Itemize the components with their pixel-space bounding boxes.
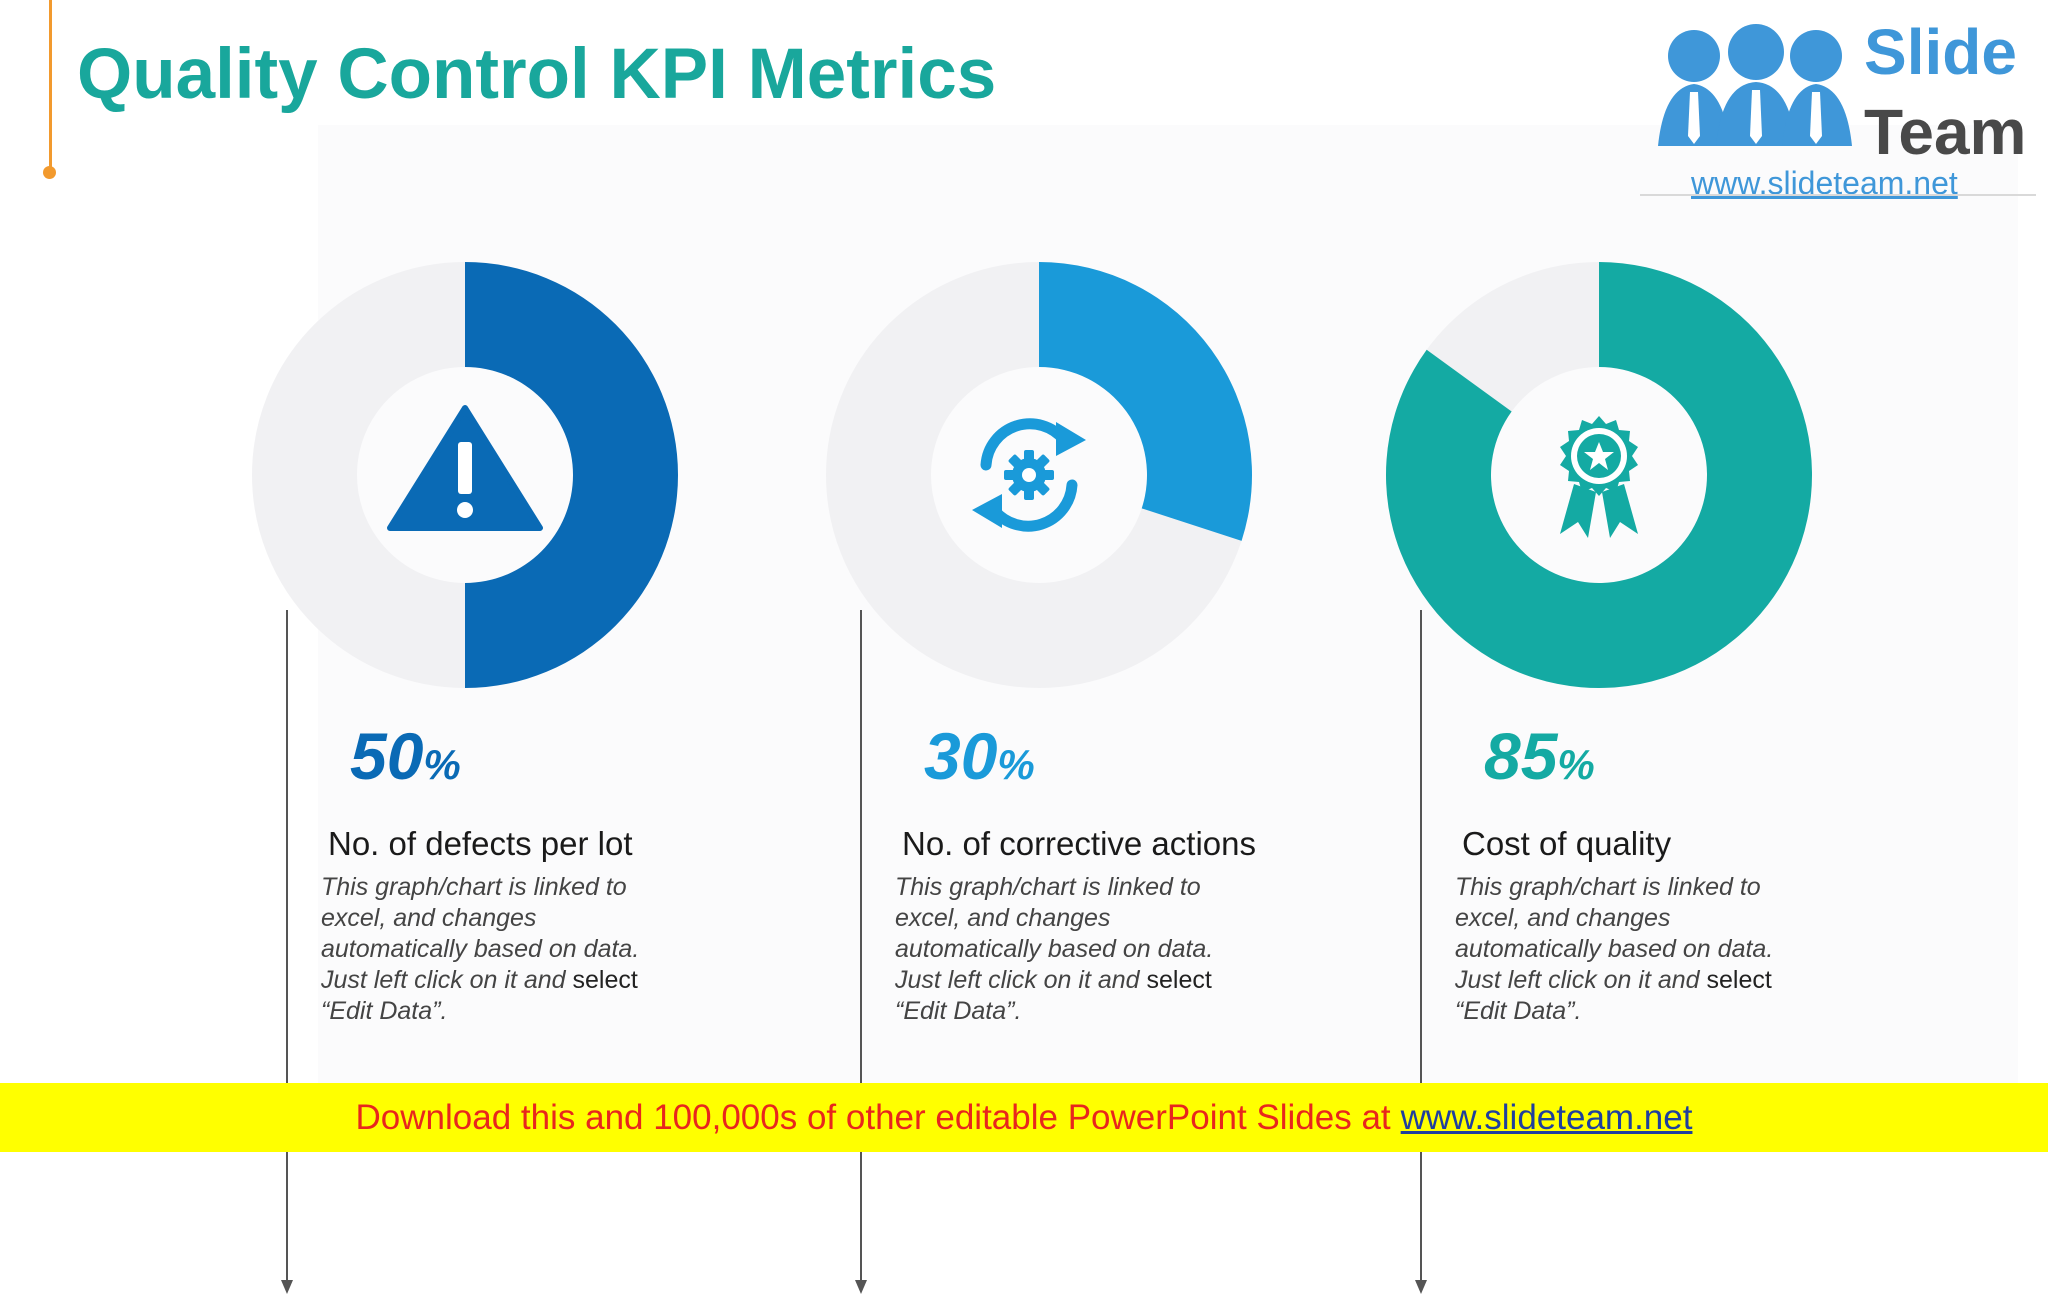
logo-url-link[interactable]: www.slideteam.net [1691, 165, 1958, 201]
kpi-value: 85% [1484, 723, 1595, 789]
refresh-gear-icon [972, 418, 1086, 532]
arrow-line [286, 610, 288, 1280]
arrow-down-icon [281, 1280, 293, 1294]
kpi-description-plain: select [565, 966, 638, 994]
banner-link[interactable]: www.slideteam.net [1400, 1097, 1693, 1137]
donut-chart[interactable] [1384, 260, 1814, 690]
kpi-label: No. of defects per lot [328, 825, 633, 862]
donut-chart[interactable] [824, 260, 1254, 690]
kpi-value-unit: % [997, 741, 1035, 788]
donut-value-slice[interactable] [1039, 262, 1252, 541]
kpi-value-number: 85 [1484, 719, 1558, 793]
warning-icon [387, 405, 543, 531]
kpi-description-end: “Edit Data”. [1455, 997, 1582, 1025]
arrow-line [860, 610, 862, 1280]
banner-text: Download this and 100,000s of other edit… [355, 1097, 1391, 1137]
kpi-value: 30% [924, 723, 1035, 789]
arrow-down-icon [1415, 1280, 1427, 1294]
kpi-description-plain: select [1139, 966, 1212, 994]
people-logo-icon [1658, 24, 1852, 146]
arrow-line [1420, 610, 1422, 1280]
kpi-description-plain: select [1699, 966, 1772, 994]
donut-chart[interactable] [250, 260, 680, 690]
kpi-card-corrective-actions: 30% No. of corrective actions This graph… [824, 260, 1344, 1294]
logo-word-team: Team [1864, 96, 2027, 168]
kpi-value-number: 50 [350, 719, 424, 793]
kpi-label: No. of corrective actions [902, 825, 1256, 862]
kpi-description: This graph/chart is linked to excel, and… [1455, 872, 1815, 1027]
arrow-down-icon [855, 1280, 867, 1294]
title-accent-line [49, 0, 52, 170]
kpi-description-italic: This graph/chart is linked to excel, and… [1455, 873, 1774, 994]
slideteam-logo[interactable]: Slide Team www.slideteam.net [1638, 0, 2036, 201]
kpi-description-end: “Edit Data”. [895, 997, 1022, 1025]
kpi-description: This graph/chart is linked to excel, and… [895, 872, 1255, 1027]
kpi-description-italic: This graph/chart is linked to excel, and… [321, 873, 640, 994]
kpi-value-number: 30 [924, 719, 998, 793]
kpi-description: This graph/chart is linked to excel, and… [321, 872, 681, 1027]
kpi-value-unit: % [423, 741, 461, 788]
download-banner[interactable]: Download this and 100,000s of other edit… [0, 1083, 2048, 1152]
donut-value-slice[interactable] [465, 262, 678, 688]
kpi-value: 50% [350, 723, 461, 789]
logo-divider [1640, 194, 2036, 196]
kpi-label: Cost of quality [1462, 825, 1672, 862]
logo-word-slide: Slide [1864, 16, 2017, 88]
kpi-description-end: “Edit Data”. [321, 997, 448, 1025]
kpi-value-unit: % [1557, 741, 1595, 788]
title-accent-dot [43, 166, 56, 179]
kpi-card-cost-of-quality: 85% Cost of quality This graph/chart is … [1384, 260, 1904, 1294]
kpi-description-italic: This graph/chart is linked to excel, and… [895, 873, 1214, 994]
page-title: Quality Control KPI Metrics [77, 35, 997, 114]
kpi-card-defects: 50% No. of defects per lot This graph/ch… [250, 260, 770, 1294]
donut-value-slice[interactable] [1386, 262, 1812, 688]
award-ribbon-icon [1560, 416, 1638, 538]
